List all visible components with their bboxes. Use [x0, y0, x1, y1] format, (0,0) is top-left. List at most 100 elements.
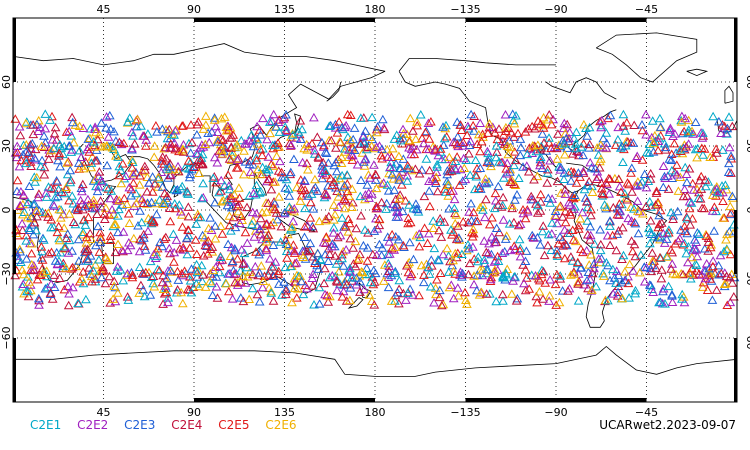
frame-bar — [13, 18, 16, 82]
observation-marker — [674, 233, 685, 243]
observation-marker — [612, 291, 623, 300]
observation-marker — [13, 255, 24, 264]
observation-marker — [163, 293, 174, 302]
observation-marker — [119, 193, 130, 203]
observation-marker — [342, 279, 352, 289]
observation-marker — [149, 152, 160, 161]
observation-marker — [450, 137, 461, 147]
observation-marker — [251, 247, 261, 256]
observation-marker — [357, 267, 368, 277]
observation-marker — [362, 180, 373, 189]
observation-marker — [497, 289, 508, 299]
observation-marker — [394, 298, 404, 308]
observation-marker — [25, 139, 36, 149]
observation-marker — [477, 265, 488, 274]
observation-marker — [334, 266, 344, 276]
observation-marker — [251, 180, 262, 190]
observation-marker — [389, 185, 400, 194]
observation-marker — [717, 145, 728, 154]
observation-marker — [32, 274, 43, 284]
observation-marker — [81, 232, 92, 242]
observation-marker — [73, 158, 84, 167]
observation-marker — [618, 250, 629, 260]
observation-marker — [128, 233, 139, 243]
observation-marker — [67, 117, 78, 127]
observation-marker — [537, 265, 547, 274]
observation-marker — [605, 216, 615, 225]
observation-marker — [653, 199, 663, 208]
observation-marker — [519, 278, 529, 288]
observation-marker — [445, 256, 455, 266]
observation-marker — [632, 151, 643, 160]
observation-marker — [560, 239, 571, 249]
observation-marker — [569, 167, 579, 176]
observation-marker — [540, 278, 551, 287]
observation-marker — [595, 239, 606, 249]
observation-marker — [617, 199, 627, 209]
observation-marker — [579, 279, 589, 289]
observation-marker — [337, 213, 347, 222]
observation-marker — [210, 221, 221, 230]
observation-marker — [349, 145, 360, 154]
observation-marker — [274, 127, 285, 136]
observation-marker — [138, 198, 149, 207]
observation-marker — [378, 178, 389, 187]
observation-marker — [114, 204, 124, 214]
observation-marker — [510, 195, 520, 204]
caption: UCARwet2.2023-09-07 — [599, 418, 736, 432]
observation-marker — [143, 129, 153, 138]
observation-marker — [620, 126, 631, 135]
observation-marker — [463, 269, 474, 279]
observation-marker — [203, 236, 214, 245]
observation-marker — [414, 168, 425, 178]
observation-marker — [542, 178, 553, 187]
observation-marker — [485, 274, 496, 284]
observation-marker — [633, 206, 643, 215]
observation-marker — [18, 149, 28, 159]
observation-marker — [681, 248, 692, 258]
observation-marker — [468, 224, 479, 234]
observation-marker — [555, 165, 566, 174]
observation-marker — [27, 138, 38, 148]
observation-marker — [673, 186, 684, 195]
observation-marker — [324, 249, 335, 258]
observation-marker — [586, 210, 596, 220]
observation-marker — [348, 134, 359, 144]
observation-marker — [20, 118, 31, 128]
observation-marker — [280, 235, 291, 245]
observation-marker — [270, 204, 281, 214]
observation-marker — [124, 218, 135, 227]
observation-marker — [582, 131, 593, 140]
observation-marker — [558, 135, 568, 145]
observation-marker — [289, 246, 300, 255]
observation-marker — [705, 242, 716, 252]
observation-marker — [596, 122, 606, 132]
observation-marker — [321, 238, 331, 247]
observation-marker — [35, 270, 46, 279]
observation-marker — [590, 163, 601, 173]
observation-marker — [22, 286, 32, 296]
observation-marker — [301, 139, 312, 149]
legend-item-c2e2: C2E2 — [77, 418, 109, 432]
observation-marker — [533, 140, 543, 149]
observation-marker — [21, 230, 32, 240]
observation-marker — [326, 135, 337, 145]
observation-marker — [516, 142, 526, 152]
observation-marker — [138, 229, 149, 239]
observation-marker — [227, 294, 238, 303]
observation-marker — [562, 119, 573, 129]
observation-marker — [214, 267, 225, 277]
observation-marker — [500, 109, 511, 119]
observation-marker — [574, 220, 584, 230]
observation-marker — [471, 171, 482, 181]
observation-marker — [683, 115, 694, 125]
observation-marker — [666, 207, 676, 217]
observation-marker — [78, 278, 89, 288]
observation-marker — [394, 193, 405, 203]
observation-marker — [65, 175, 76, 184]
observation-marker — [261, 219, 272, 228]
observation-marker — [341, 120, 351, 130]
observation-marker — [185, 148, 196, 157]
observation-marker — [719, 279, 730, 288]
observation-marker — [567, 225, 578, 234]
